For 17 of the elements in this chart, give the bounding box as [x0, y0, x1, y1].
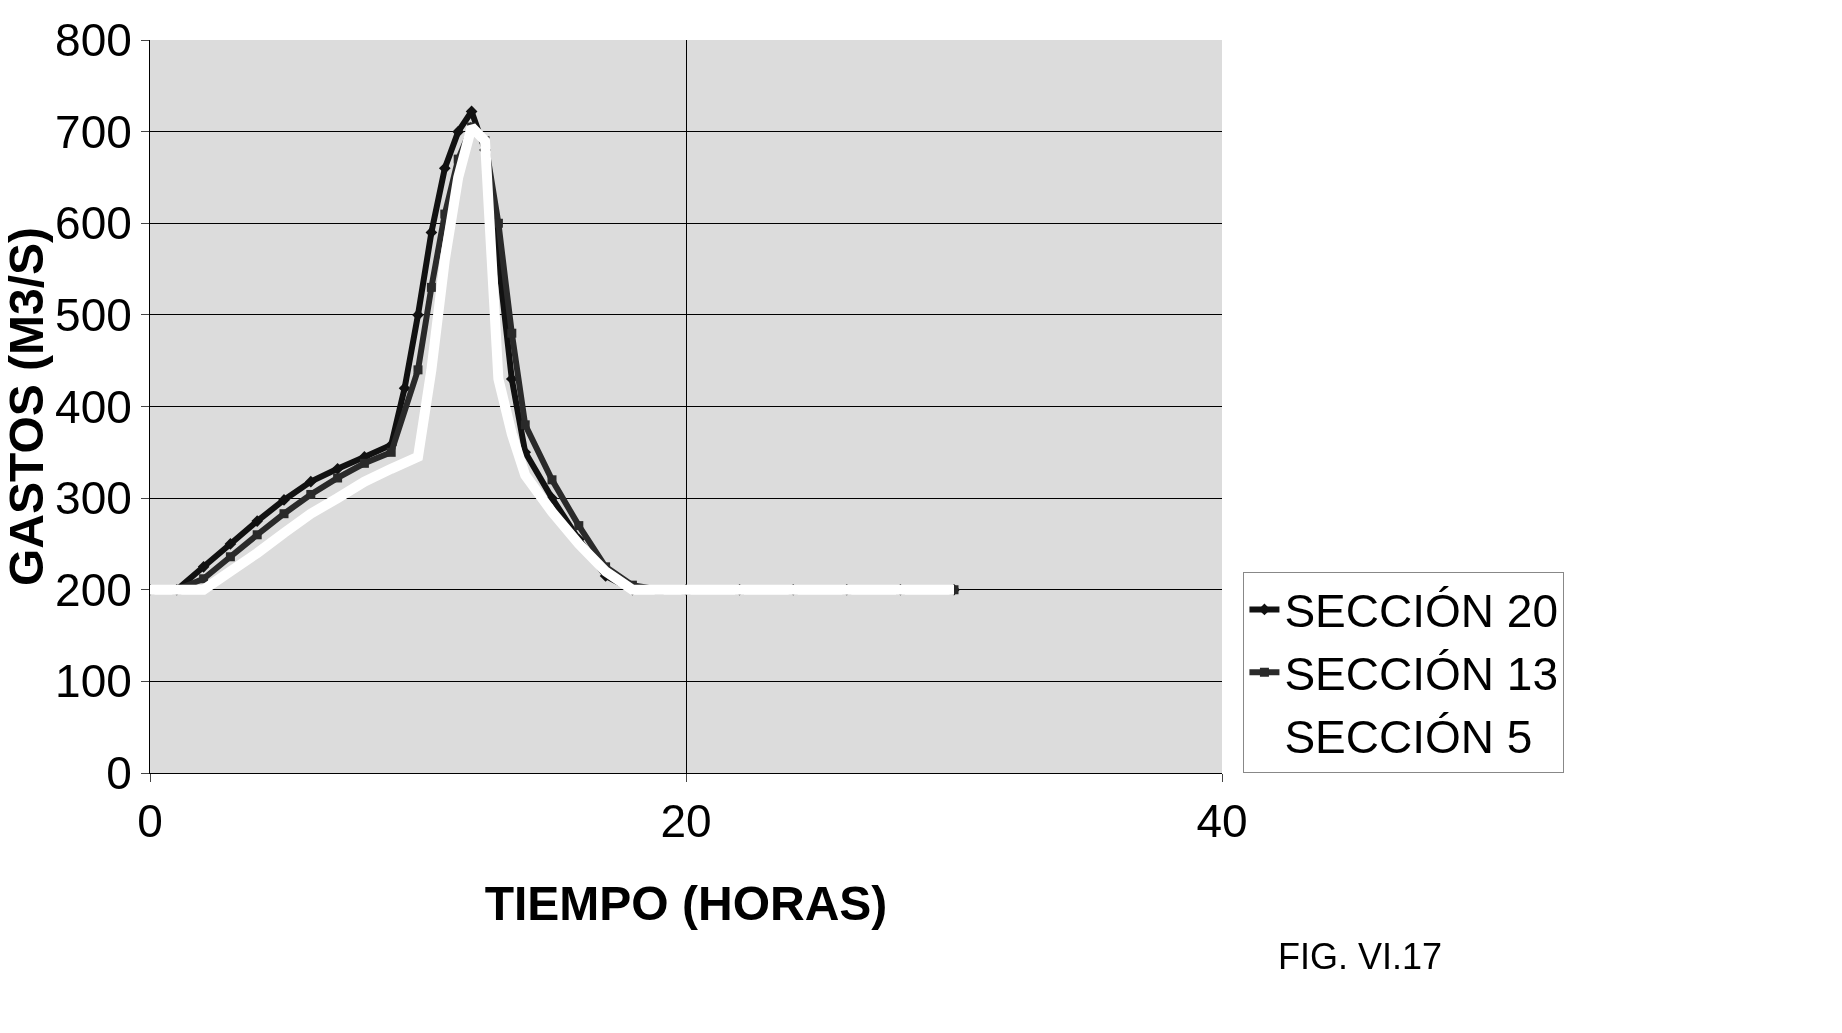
- legend-label: SECCIÓN 20: [1284, 585, 1558, 638]
- text: SECCIÓN 5: [1284, 710, 1533, 763]
- x-axis-title: TIEMPO (HORAS): [484, 877, 888, 931]
- x-tick-label: 20: [660, 795, 712, 848]
- y-tick-label: 500: [55, 288, 132, 341]
- legend-label: SECCIÓN 13: [1284, 648, 1558, 701]
- y-tick-label: 800: [55, 14, 132, 67]
- y-axis-title: GASTOS (M3/S): [0, 226, 53, 587]
- y-tick-label: 700: [55, 105, 132, 158]
- y-tick-label: 400: [55, 380, 132, 433]
- y-tick-label: 0: [106, 747, 132, 800]
- y-tick-label: 200: [55, 563, 132, 616]
- y-tick-label: 600: [55, 197, 132, 250]
- y-tick-label: 100: [55, 655, 132, 708]
- y-tick-label: 300: [55, 472, 132, 525]
- text: FIG. VI.17: [1278, 936, 1443, 977]
- x-tick-label: 40: [1196, 795, 1248, 848]
